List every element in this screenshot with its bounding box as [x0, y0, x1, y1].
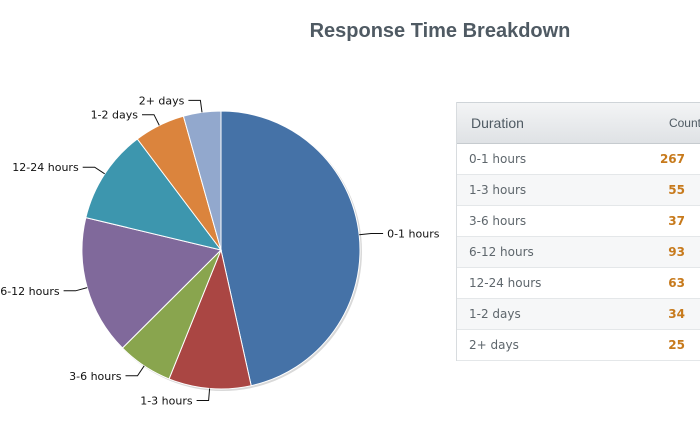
row-count: 55	[668, 183, 685, 197]
header-duration: Duration	[471, 115, 524, 131]
pie-slice-12-24-hours[interactable]	[85, 138, 223, 251]
pie-slice-0-1-hours[interactable]	[220, 110, 361, 387]
pie-label-12-24-hours: 12-24 hours	[12, 161, 79, 174]
pie-slice-2-days[interactable]	[182, 110, 222, 251]
row-count: 34	[668, 307, 685, 321]
row-duration: 12-24 hours	[469, 276, 542, 290]
connector-3-6-hours	[125, 365, 145, 377]
pie-label-1-2-days: 1-2 days	[91, 109, 139, 122]
pie-chart: 0-1 hours 1-3 hours 3-6 hours 6-12 hours 12-…	[0, 94, 440, 408]
connector-12-24-hours	[82, 166, 105, 175]
connector-2-days	[188, 99, 203, 113]
table-row: 1-3 hours 55	[457, 175, 700, 206]
pie-label-1-3-hours: 1-3 hours	[140, 395, 193, 408]
table-row: 1-2 days 34	[457, 299, 700, 330]
row-duration: 1-3 hours	[469, 183, 527, 197]
row-count: 93	[668, 245, 685, 259]
row-duration: 2+ days	[469, 338, 519, 352]
connector-0-1-hours	[359, 233, 384, 236]
table-row: 6-12 hours 93	[457, 237, 700, 268]
table-row: 0-1 hours 267	[457, 144, 700, 175]
pie-label-3-6-hours: 3-6 hours	[69, 370, 122, 383]
row-count: 267	[659, 152, 685, 166]
row-duration: 3-6 hours	[469, 214, 527, 228]
table-body: 0-1 hours 267 1-3 hours 55 3-6 hours 37 …	[457, 144, 700, 361]
row-duration: 0-1 hours	[469, 152, 527, 166]
pie-label-6-12-hours: 6-12 hours	[0, 285, 60, 298]
pie-label-0-1-hours: 0-1 hours	[387, 228, 440, 241]
connector-1-3-hours	[196, 388, 211, 401]
pie-label-2-days: 2+ days	[139, 94, 185, 107]
row-count: 25	[668, 338, 685, 352]
table-row: 12-24 hours 63	[457, 268, 700, 299]
row-duration: 6-12 hours	[469, 245, 534, 259]
table-header: Duration Count	[457, 102, 700, 144]
table-row: 3-6 hours 37	[457, 206, 700, 237]
pie-slice-1-3-hours[interactable]	[168, 248, 252, 390]
row-count: 37	[668, 214, 685, 228]
pie-chart-area: 0-1 hours 1-3 hours 3-6 hours 6-12 hours 12-…	[0, 94, 440, 408]
row-count: 63	[668, 276, 685, 290]
table-row: 2+ days 25	[457, 330, 700, 361]
connector-1-2-days	[142, 114, 160, 126]
connector-6-12-hours	[63, 287, 88, 292]
breakdown-table: Duration Count 0-1 hours 267 1-3 hours 5…	[456, 102, 700, 361]
pie-slice-6-12-hours[interactable]	[81, 216, 222, 349]
header-count: Count	[668, 116, 700, 130]
row-duration: 1-2 days	[469, 307, 521, 321]
chart-title: Response Time Breakdown	[309, 20, 571, 42]
